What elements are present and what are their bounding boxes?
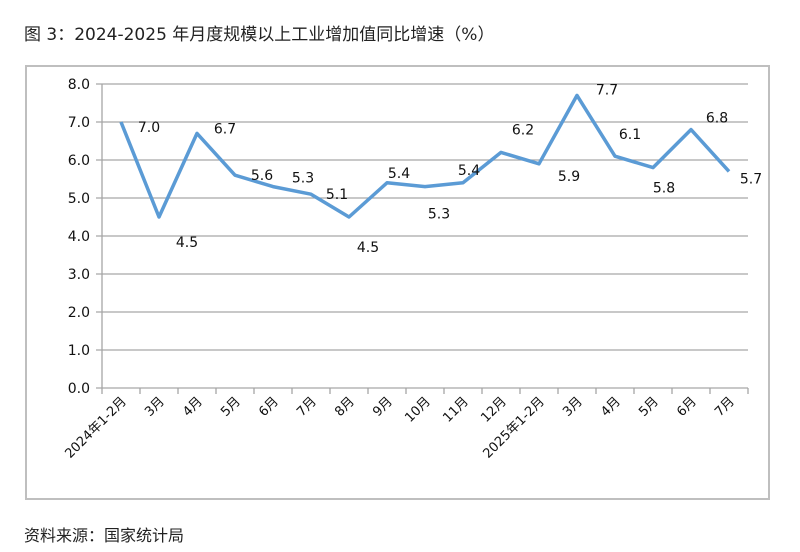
data-label: 6.7 (214, 121, 236, 137)
data-label: 5.3 (292, 171, 314, 187)
x-tick-label: 10月 (402, 394, 433, 425)
data-label: 5.4 (388, 166, 410, 182)
data-label: 4.5 (176, 235, 198, 251)
x-tick-label: 6月 (674, 394, 700, 420)
y-tick-label: 4.0 (68, 229, 90, 245)
x-tick-label: 8月 (332, 394, 358, 420)
series-line (119, 93, 731, 219)
data-label: 5.9 (558, 169, 580, 185)
y-tick-label: 2.0 (68, 305, 90, 321)
x-tick-label: 7月 (712, 394, 738, 420)
x-tick-label: 5月 (218, 394, 244, 420)
y-tick-label: 7.0 (68, 115, 90, 131)
x-tick-label: 3月 (142, 394, 168, 420)
x-tick-label: 2024年1-2月 (62, 394, 129, 461)
data-label: 7.7 (596, 82, 618, 98)
chart-title: 图 3：2024-2025 年月度规模以上工业增加值同比增速（%） (24, 25, 495, 45)
x-tick-label: 12月 (478, 394, 509, 425)
y-tick-label: 1.0 (68, 343, 90, 359)
data-label: 5.3 (428, 207, 450, 223)
x-tick-label: 9月 (370, 394, 396, 420)
y-tick-label: 3.0 (68, 267, 90, 283)
x-tick-label: 4月 (180, 394, 206, 420)
data-label: 4.5 (357, 240, 379, 256)
source-note: 资料来源：国家统计局 (24, 526, 185, 545)
data-label: 5.7 (740, 171, 762, 187)
y-tick-label: 5.0 (68, 191, 90, 207)
y-tick-label: 8.0 (68, 77, 90, 93)
y-tick-label: 0.0 (68, 381, 90, 397)
x-tick-label: 5月 (636, 394, 662, 420)
data-label: 6.1 (619, 127, 641, 143)
chart-frame (25, 65, 770, 500)
x-tick-label: 7月 (294, 394, 320, 420)
y-tick-label: 6.0 (68, 153, 90, 169)
data-label: 5.6 (251, 168, 273, 184)
x-tick-label: 6月 (256, 394, 282, 420)
data-label: 6.8 (706, 111, 728, 127)
data-label: 7.0 (138, 120, 160, 136)
data-label: 5.4 (458, 163, 480, 179)
x-tick-label: 4月 (598, 394, 624, 420)
data-label: 5.8 (653, 181, 675, 197)
data-label: 6.2 (512, 122, 534, 138)
x-tick-label: 3月 (560, 394, 586, 420)
x-tick-label: 11月 (440, 394, 471, 425)
data-label: 5.1 (326, 187, 348, 203)
